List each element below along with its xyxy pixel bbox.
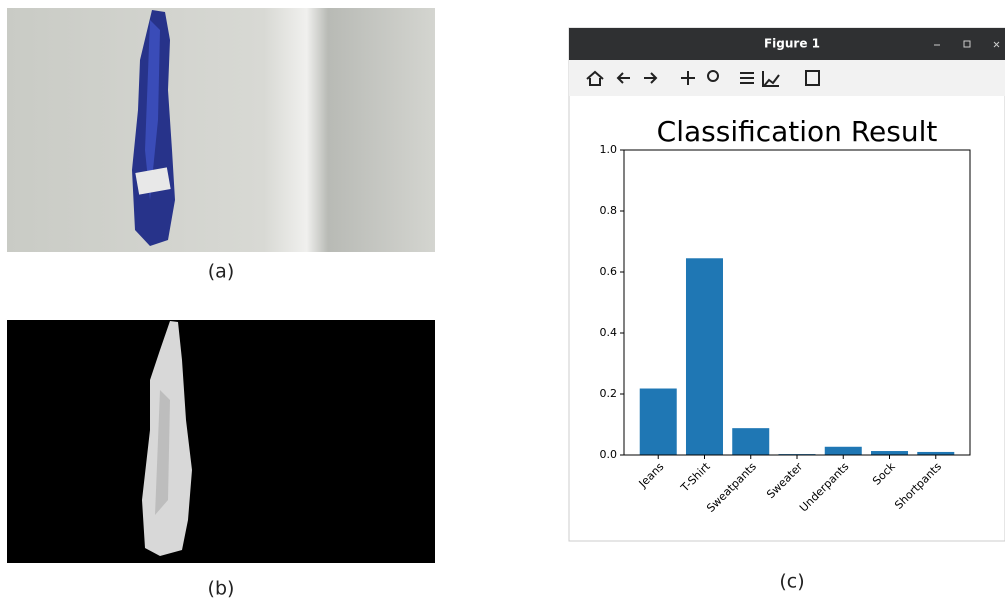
bar — [871, 451, 908, 455]
photo-rgb — [7, 8, 435, 252]
bar — [732, 428, 769, 455]
y-tick-label: 0.6 — [600, 265, 618, 278]
page: (a) (b) Figure 1 (c) Classification Resu… — [0, 0, 1005, 599]
photo-depth — [7, 320, 435, 563]
caption: (b) — [208, 578, 235, 599]
window-title: Figure 1 — [764, 37, 820, 51]
chart-title: Classification Result — [657, 115, 938, 148]
bar — [640, 389, 677, 455]
y-tick-label: 0.2 — [600, 387, 618, 400]
figure: (a) (b) Figure 1 (c) Classification Resu… — [0, 0, 1005, 599]
bar — [825, 447, 862, 455]
caption: (a) — [208, 261, 234, 283]
bar — [686, 258, 723, 455]
y-tick-label: 0.0 — [600, 448, 618, 461]
plot-window: Figure 1 — [569, 28, 1005, 541]
y-tick-label: 0.8 — [600, 204, 618, 217]
y-tick-label: 0.4 — [600, 326, 618, 339]
y-tick-label: 1.0 — [600, 143, 618, 156]
caption: (c) — [779, 571, 804, 593]
